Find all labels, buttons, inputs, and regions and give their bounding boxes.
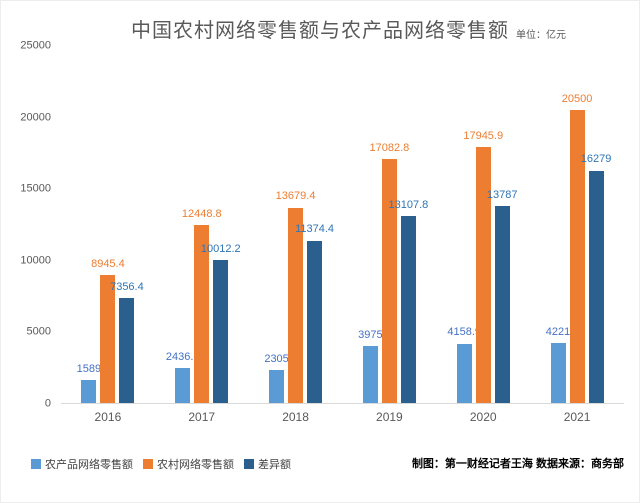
legend-item: 农产品网络零售额: [31, 456, 133, 472]
plot-area: 1589 8945.4 7356.4 2016 2436.6 12448.8 10012.2…: [61, 46, 624, 424]
bar-value-label: 4158.9: [447, 326, 482, 339]
x-axis-category-label: 2019: [376, 410, 403, 424]
legend: 农产品网络零售额 农村网络零售额 差异额: [31, 456, 291, 472]
y-tick-label: 10000: [20, 254, 51, 267]
legend-item: 农村网络零售额: [143, 456, 234, 472]
bar: 13679.4: [276, 190, 315, 403]
bar: 17082.8: [370, 142, 409, 403]
y-tick-label: 20000: [20, 111, 51, 124]
bar-value-label: 13679.4: [275, 190, 316, 203]
bar-value-label: 10012.2: [200, 242, 241, 255]
bar: 1589: [77, 363, 101, 403]
bar-value-label: 3975: [358, 329, 383, 342]
bar: 2436.6: [166, 351, 200, 403]
x-axis-category-label: 2017: [188, 410, 216, 424]
bar: 20500: [562, 93, 592, 403]
bar: 10012.2: [201, 243, 241, 403]
bar: 4158.9: [447, 326, 481, 403]
bar-value-label: 4221: [545, 325, 571, 338]
bar-value-label: 1589: [76, 363, 102, 376]
x-axis-category-label: 2021: [563, 410, 591, 424]
bar-value-label: 17945.9: [463, 129, 504, 142]
bar-value-label: 2436.6: [165, 351, 200, 364]
bar-value-label: 16279: [580, 153, 612, 166]
bar: 3975: [358, 329, 383, 403]
chart-title: 中国农村网络零售额与农产品网络零售额: [131, 20, 509, 42]
bar-value-label: 12448.8: [181, 208, 222, 221]
bar: 17945.9: [463, 130, 503, 403]
bar-group-2016: 1589 8945.4 7356.4 2016: [77, 46, 144, 424]
bar: 7356.4: [110, 281, 144, 403]
bar-value-label: 7356.4: [110, 280, 144, 293]
legend-swatch-icon: [31, 459, 41, 469]
bar: 13787: [487, 189, 518, 403]
bar-value-label: 17082.8: [369, 141, 410, 154]
bar: 11374.4: [295, 223, 334, 403]
y-axis: 0 5000 10000 15000 20000 25000: [1, 40, 51, 409]
bar-group-2019: 3975 17082.8 13107.8 2019: [358, 46, 428, 424]
y-tick-label: 0: [44, 397, 51, 410]
bar-value-label: 8945.4: [91, 258, 125, 271]
x-axis-category-label: 2020: [469, 410, 497, 424]
legend-swatch-icon: [143, 459, 153, 469]
bar-group-2018: 2305 13679.4 11374.4 2018: [264, 46, 334, 424]
bar-group-2017: 2436.6 12448.8 10012.2 2017: [166, 46, 241, 424]
legend-label: 差异额: [258, 459, 291, 471]
y-tick-label: 15000: [20, 182, 51, 195]
x-axis-category-label: 2018: [282, 410, 309, 424]
footer-credit: 制图：第一财经记者王海 数据来源：商务部: [411, 458, 624, 470]
legend-label: 农村网络零售额: [157, 459, 234, 471]
bar-value-label: 20500: [561, 93, 593, 106]
bar-value-label: 13107.8: [388, 198, 429, 211]
bar-group-2020: 4158.9 17945.9 13787 2020: [447, 46, 518, 424]
bar-group-2021: 4221 20500 16279 2021: [546, 46, 612, 424]
unit-label: 单位：亿元: [516, 30, 566, 41]
bar: 2305: [264, 353, 289, 403]
bar: 8945.4: [91, 258, 125, 403]
legend-label: 农产品网络零售额: [45, 459, 133, 471]
bar-value-label: 11374.4: [295, 223, 335, 236]
x-axis-category-label: 2016: [94, 410, 122, 424]
bar: 13107.8: [389, 199, 428, 403]
legend-swatch-icon: [244, 459, 254, 469]
y-tick-label: 5000: [26, 325, 51, 338]
bar: 4221: [546, 326, 570, 403]
y-tick-label: 25000: [20, 39, 51, 52]
legend-item: 差异额: [244, 456, 291, 472]
bar-value-label: 2305: [264, 352, 289, 365]
bar-value-label: 13787: [486, 188, 518, 201]
bar: 16279: [581, 153, 611, 403]
bar: 12448.8: [182, 208, 222, 403]
